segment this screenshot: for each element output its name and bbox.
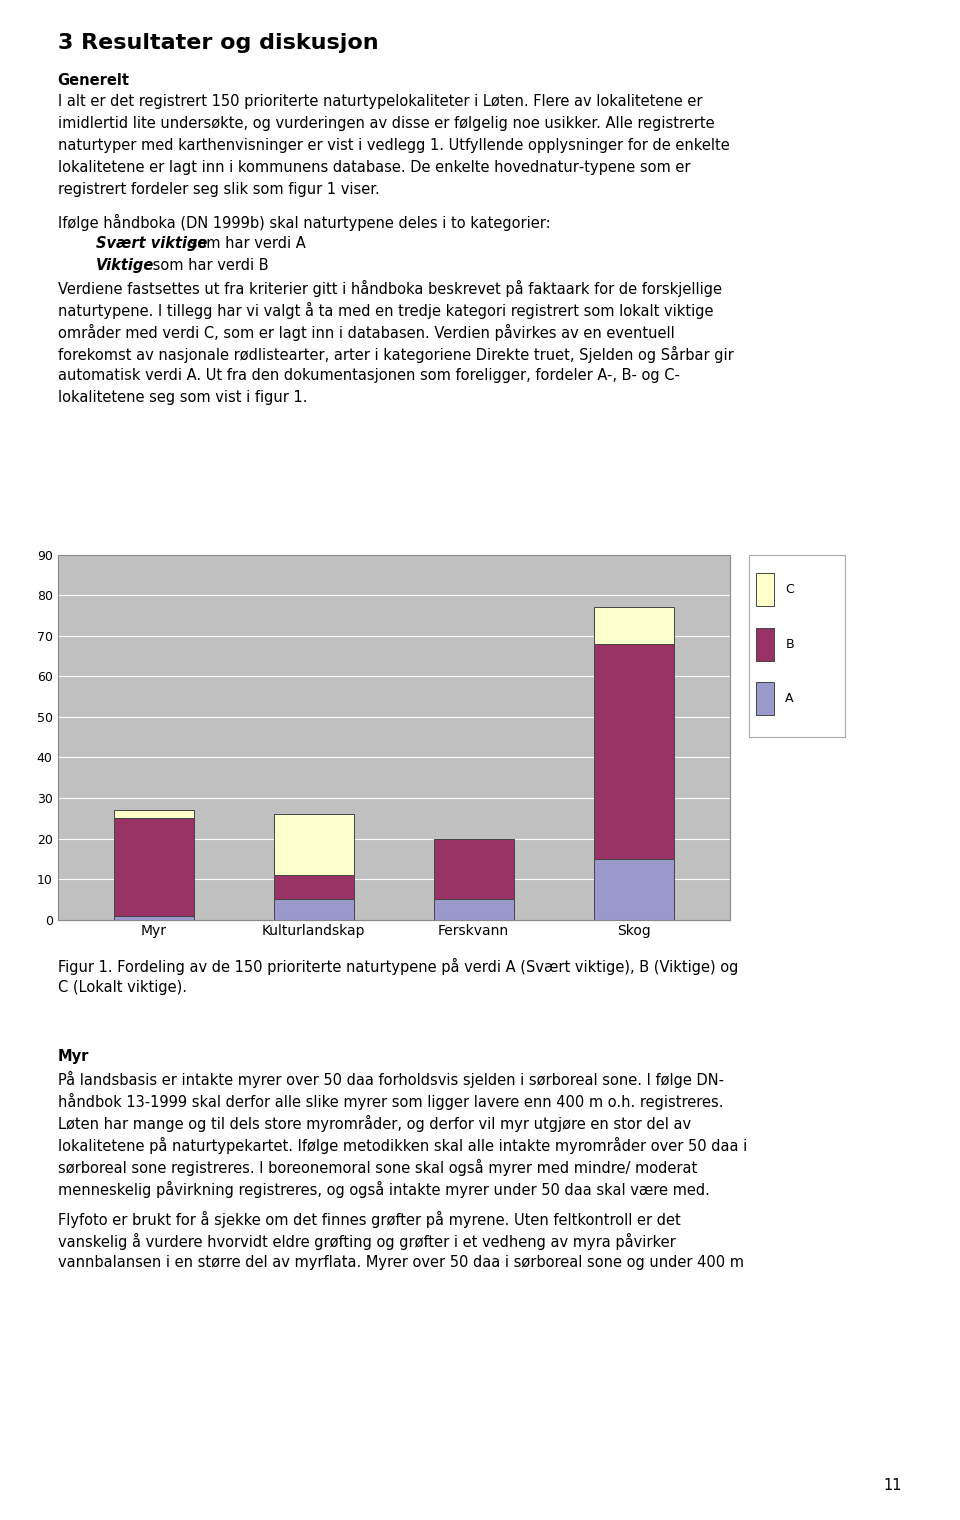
Text: Flyfoto er brukt for å sjekke om det finnes grøfter på myrene. Uten feltkontroll: Flyfoto er brukt for å sjekke om det fin… [58,1211,681,1228]
Text: naturtypene. I tillegg har vi valgt å ta med en tredje kategori registrert som l: naturtypene. I tillegg har vi valgt å ta… [58,301,713,319]
Text: sørboreal sone registreres. I boreonemoral sone skal også myrer med mindre/ mode: sørboreal sone registreres. I boreonemor… [58,1160,697,1176]
Text: Ifølge håndboka (DN 1999b) skal naturtypene deles i to kategorier:: Ifølge håndboka (DN 1999b) skal naturtyp… [58,213,550,231]
Bar [593,644,674,859]
Bar [756,628,774,661]
Bar [756,682,774,716]
Text: lokalitetene er lagt inn i kommunens database. De enkelte hovednatur­typene som : lokalitetene er lagt inn i kommunens dat… [58,160,690,175]
Bar [756,573,774,606]
Text: Viktige: Viktige [96,257,155,272]
Bar [274,900,353,920]
Bar [113,818,194,915]
Text: menneskelig påvirkning registreres, og også intakte myrer under 50 daa skal være: menneskelig påvirkning registreres, og o… [58,1181,709,1198]
Bar [113,810,194,818]
Text: naturtyper med karthenvisninger er vist i vedlegg 1. Utfyllende opplysninger for: naturtyper med karthenvisninger er vist … [58,138,730,154]
Bar [434,839,514,900]
Text: B: B [785,638,794,651]
Text: vannbalansen i en større del av myrflata. Myrer over 50 daa i sørboreal sone og : vannbalansen i en større del av myrflata… [58,1256,744,1269]
Text: Generelt: Generelt [58,73,130,88]
Bar [113,915,194,920]
Text: lokalitetene på naturtypekartet. Ifølge metodikken skal alle intakte myrområder : lokalitetene på naturtypekartet. Ifølge … [58,1137,747,1154]
Text: som har verdi B: som har verdi B [148,257,269,272]
Bar [593,859,674,920]
Text: som har verdi A: som har verdi A [185,236,306,251]
Text: 3 Resultater og diskusjon: 3 Resultater og diskusjon [58,33,378,53]
Bar [274,876,353,900]
Text: vanskelig å vurdere hvorvidt eldre grøfting og grøfter i et vedheng av myra påvi: vanskelig å vurdere hvorvidt eldre grøft… [58,1233,675,1249]
Text: På landsbasis er intakte myrer over 50 daa forholdsvis sjelden i sørboreal sone.: På landsbasis er intakte myrer over 50 d… [58,1070,724,1088]
Text: A: A [785,693,794,705]
Text: 11: 11 [884,1477,902,1493]
Text: C: C [785,584,794,596]
Text: Svært viktige: Svært viktige [96,236,207,251]
Text: lokalitetene seg som vist i figur 1.: lokalitetene seg som vist i figur 1. [58,389,307,404]
Text: registrert fordeler seg slik som figur 1 viser.: registrert fordeler seg slik som figur 1… [58,182,379,198]
Text: områder med verdi C, som er lagt inn i databasen. Verdien påvirkes av en eventue: områder med verdi C, som er lagt inn i d… [58,324,674,340]
Text: I alt er det registrert 150 prioriterte naturtypelokaliteter i Løten. Flere av l: I alt er det registrert 150 prioriterte … [58,94,702,109]
Text: Løten har mange og til dels store myrområder, og derfor vil myr utgjøre en stor : Løten har mange og til dels store myromr… [58,1116,691,1132]
Text: imidlertid lite undersøkte, og vurderingen av disse er følgelig noe usikker. All: imidlertid lite undersøkte, og vurdering… [58,117,714,131]
Text: C (Lokalt viktige).: C (Lokalt viktige). [58,980,186,994]
Bar [274,815,353,876]
Text: håndbok 13-1999 skal derfor alle slike myrer som ligger lavere enn 400 m o.h. re: håndbok 13-1999 skal derfor alle slike m… [58,1093,723,1110]
Text: forekomst av nasjonale rødlistearter, arter i kategoriene Direkte truet, Sjelden: forekomst av nasjonale rødlistearter, ar… [58,345,733,363]
Text: Figur 1. Fordeling av de 150 prioriterte naturtypene på verdi A (Svært viktige),: Figur 1. Fordeling av de 150 prioriterte… [58,958,738,974]
Text: Verdiene fastsettes ut fra kriterier gitt i håndboka beskrevet på faktaark for d: Verdiene fastsettes ut fra kriterier git… [58,280,722,296]
Bar [434,900,514,920]
Text: automatisk verdi A. Ut fra den dokumentasjonen som foreligger, fordeler A-, B- o: automatisk verdi A. Ut fra den dokumenta… [58,368,680,383]
Bar [593,608,674,644]
Text: Myr: Myr [58,1049,89,1064]
